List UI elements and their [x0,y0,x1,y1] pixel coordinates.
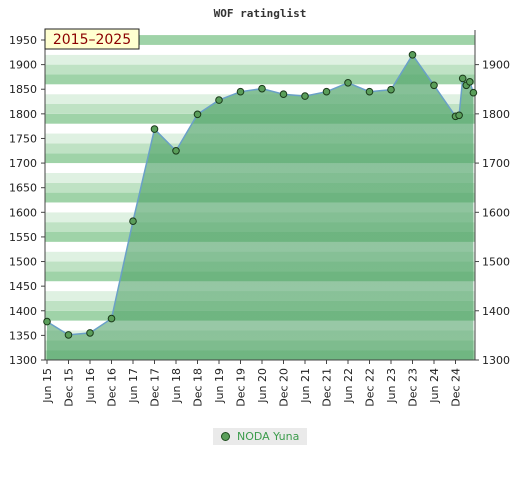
x-tick-label: Jun 23 [385,368,398,404]
data-point [408,51,417,59]
x-tick-label: Dec 19 [235,368,248,407]
legend-marker-icon [221,432,230,441]
data-point [455,111,463,120]
x-tick-label: Dec 20 [278,368,291,407]
x-tick-label: Jun 16 [84,368,97,404]
y-tick-label-left: 1450 [9,280,37,293]
x-tick-label: Dec 23 [407,368,420,407]
background-band [45,64,475,75]
y-tick-label-right: 1800 [482,108,510,121]
data-point [365,87,374,96]
data-point [43,317,51,326]
legend-label: NODA Yuna [237,430,300,443]
data-point [258,84,266,93]
x-tick-label: Dec 15 [63,368,76,407]
period-badge-text: 2015–2025 [53,32,131,48]
points-layer [43,51,478,339]
x-tick-label: Dec 17 [149,368,162,407]
x-tick-label: Jun 19 [213,368,226,404]
y-tick-label-left: 1850 [9,83,37,96]
data-point [279,90,288,98]
y-tick-label-left: 1400 [9,305,37,318]
y-tick-label-left: 1900 [9,59,37,72]
y-tick-label-right: 1600 [482,206,510,219]
background-band [45,35,475,45]
data-point [458,74,467,83]
y-tick-label-left: 1650 [9,182,37,195]
x-tick-label: Jun 21 [299,368,312,404]
x-tick-label: Dec 21 [321,368,334,407]
data-point [430,81,438,90]
data-point [466,78,474,86]
x-tick-label: Dec 16 [106,368,119,407]
y-tick-label-left: 1950 [9,34,37,47]
y-tick-label-right: 1900 [482,59,510,72]
x-tick-label: Dec 18 [192,368,205,407]
axes: 1950 1900 1850 1800 1750 1700 1650 1600 1550 1500… [9,30,510,407]
y-tick-label-right: 1300 [482,354,510,367]
x-tick-label: Jun 20 [256,368,269,404]
data-point [64,331,73,339]
x-tick-label: Jun 18 [170,368,183,404]
data-point [301,92,309,100]
period-badge: 2015–2025 [44,28,140,50]
y-tick-label-right: 1700 [482,157,510,170]
y-tick-label-left: 1600 [9,206,37,219]
x-tick-label: Jun 17 [127,368,140,404]
data-point [129,217,137,225]
x-tick-label: Dec 24 [450,368,463,407]
x-tick-label: Jun 15 [41,368,54,404]
background-band [45,74,475,85]
y-tick-label-left: 1700 [9,157,37,170]
data-point [387,85,395,94]
y-tick-label-left: 1550 [9,231,37,244]
chart-title: WOF ratinglist [214,7,307,20]
y-tick-label-right: 1500 [482,256,510,269]
background-band [45,54,475,65]
background-band [45,44,475,55]
data-point [344,79,352,87]
data-point [172,147,180,155]
x-tick-label: Jun 24 [428,368,441,404]
y-tick-label-right: 1400 [482,305,510,318]
data-point [86,329,94,337]
y-tick-label-left: 1750 [9,132,37,145]
data-point [193,110,202,119]
legend: NODA Yuna [213,428,307,445]
y-tick-label-left: 1500 [9,256,37,269]
data-point [322,87,331,96]
data-point [150,125,159,133]
y-tick-label-left: 1300 [9,354,37,367]
series-area [47,54,474,361]
data-point [107,314,116,323]
y-tick-label-left: 1350 [9,329,37,342]
data-point [215,96,223,104]
data-point [469,88,478,97]
x-tick-label: Dec 22 [364,368,377,407]
data-point [236,87,245,96]
y-tick-label-left: 1800 [9,108,37,121]
x-tick-label: Jun 22 [342,368,355,404]
